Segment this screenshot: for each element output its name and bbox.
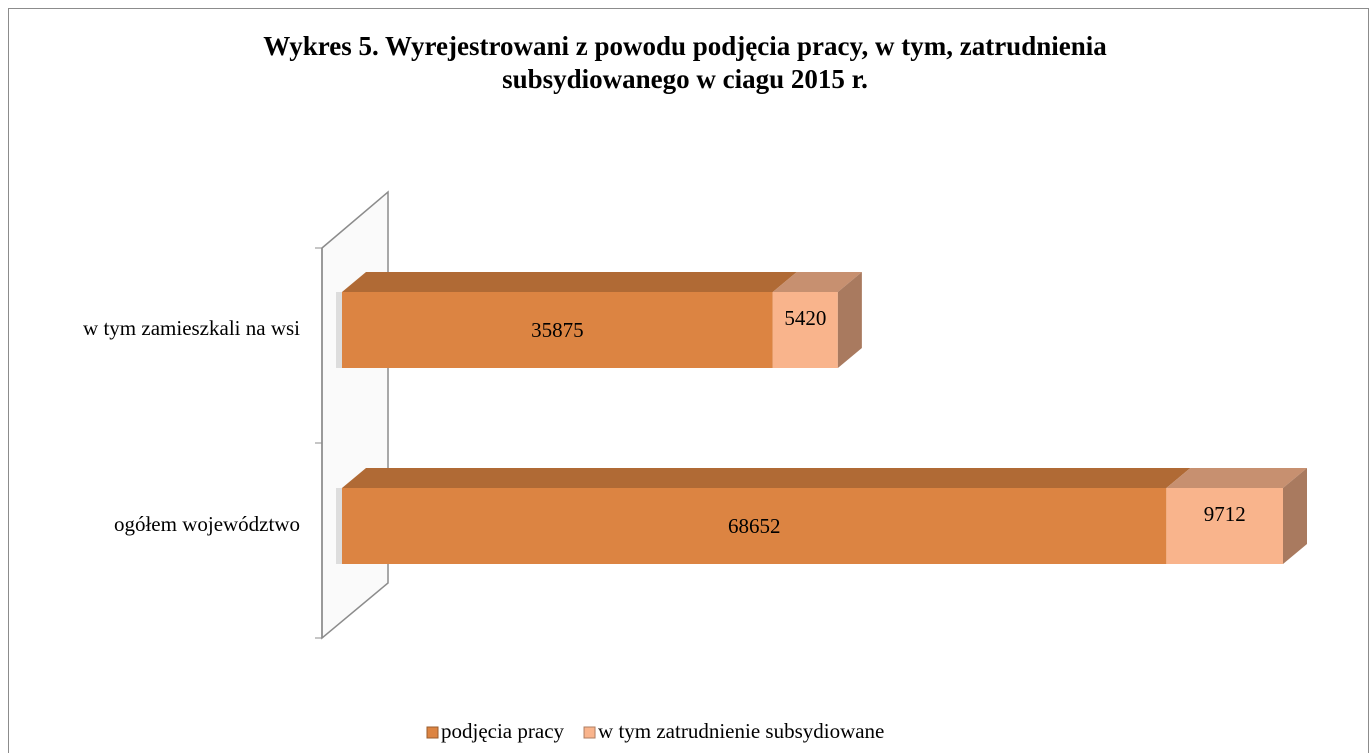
bar xyxy=(342,488,1167,564)
back-wall xyxy=(321,190,389,640)
legend-label: podjęcia pracy xyxy=(441,719,565,743)
data-label: 9712 xyxy=(1204,502,1246,526)
category-label: w tym zamieszkali na wsi xyxy=(83,316,300,340)
chart-title: Wykres 5. Wyrejestrowani z powodu podjęc… xyxy=(263,31,1107,94)
bar-top xyxy=(342,468,1191,488)
data-label: 35875 xyxy=(531,318,584,342)
bar xyxy=(342,292,773,368)
data-label: 5420 xyxy=(784,306,826,330)
category-label: ogółem województwo xyxy=(114,512,300,536)
bar-shadow xyxy=(336,292,346,368)
bar xyxy=(772,292,838,368)
bar-shadow xyxy=(336,488,346,564)
bar-side xyxy=(1283,468,1307,564)
bar-top xyxy=(342,272,797,292)
bar-side xyxy=(837,272,862,368)
bar xyxy=(1166,488,1283,564)
data-label: 68652 xyxy=(728,514,781,538)
chart-border xyxy=(8,8,1369,753)
legend-label: w tym zatrudnienie subsydiowane xyxy=(598,719,884,743)
legend-swatch xyxy=(426,726,439,739)
legend-swatch xyxy=(583,726,596,739)
bar-top xyxy=(772,272,862,292)
bar-top xyxy=(1166,468,1307,488)
